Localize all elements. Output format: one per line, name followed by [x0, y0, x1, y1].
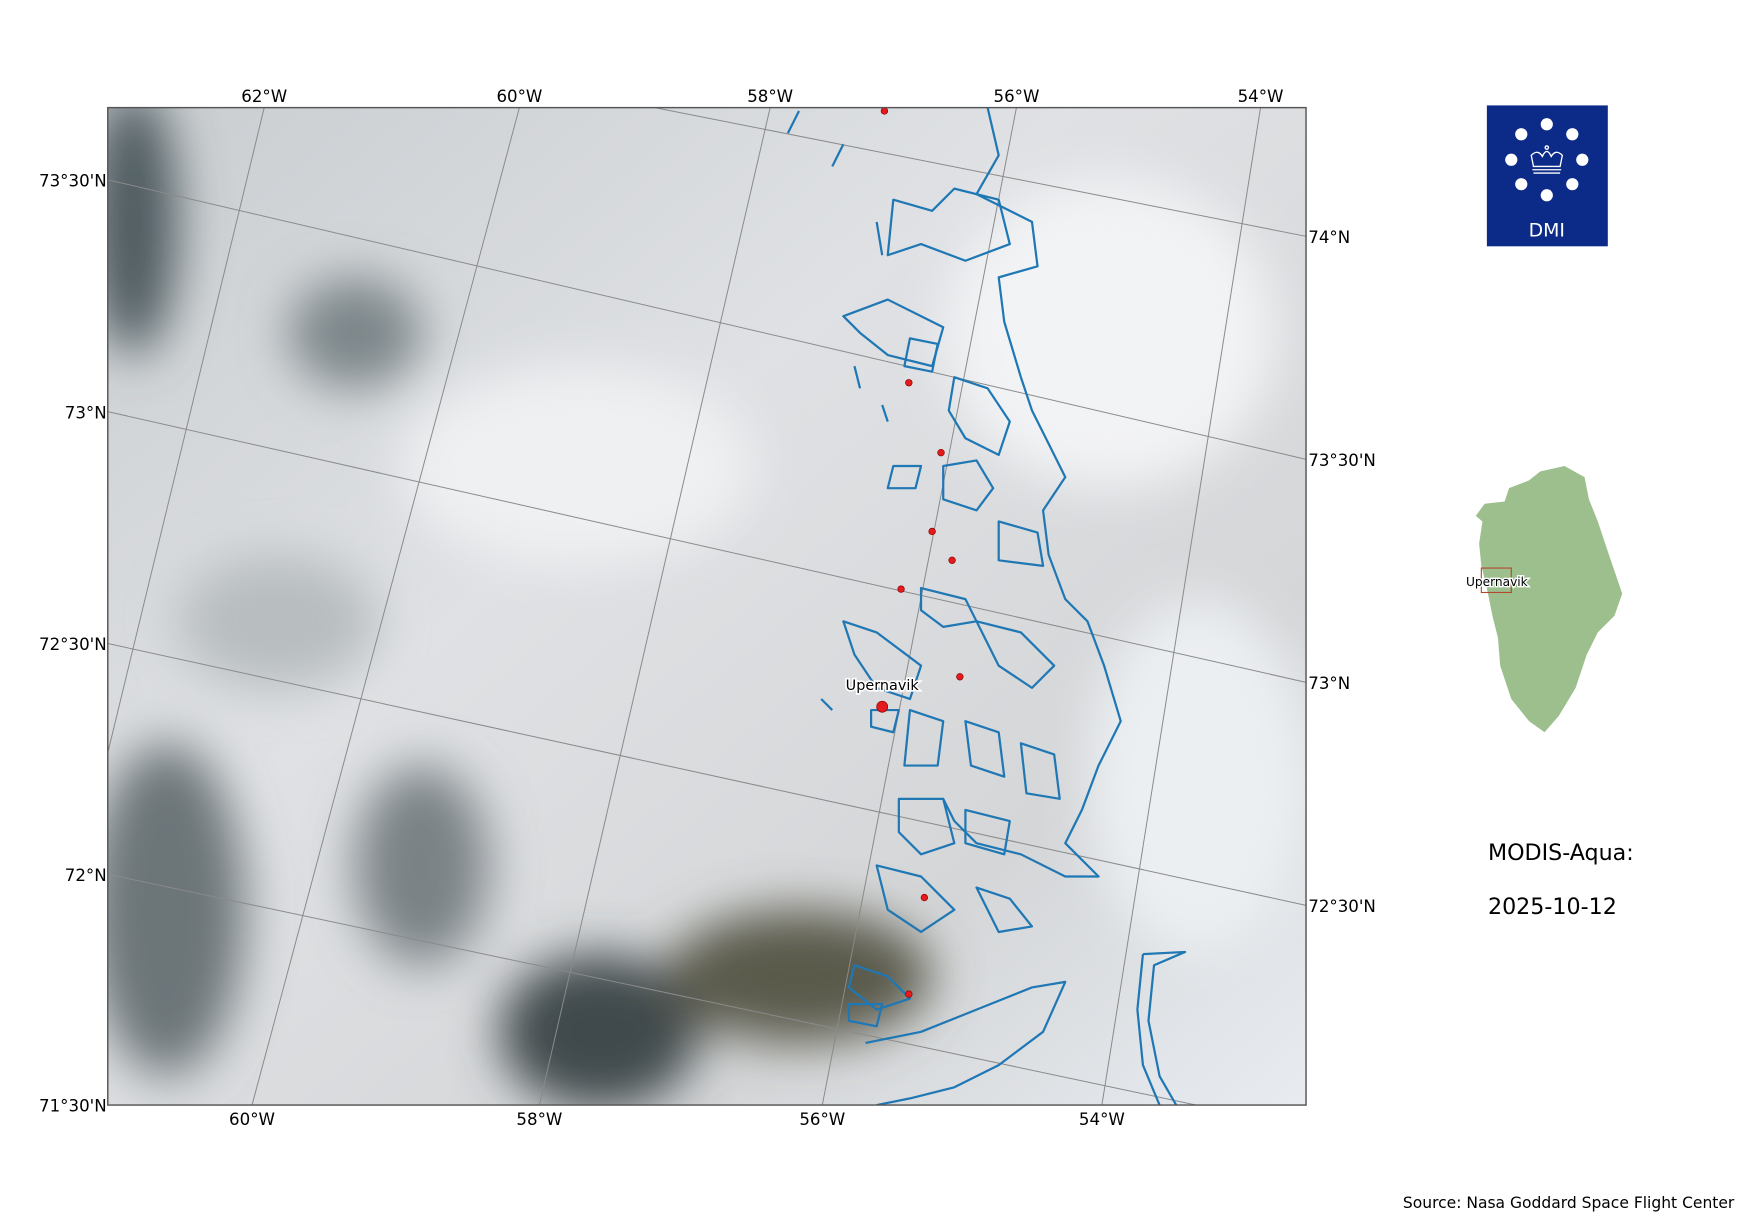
settlement-marker: [928, 527, 936, 536]
settlement-marker: [948, 556, 956, 564]
area-box: [1480, 567, 1512, 594]
lon-label: 56°W: [993, 87, 1039, 106]
dmi-logo: DMI: [1486, 105, 1608, 247]
logo-text: DMI: [1529, 219, 1565, 241]
lat-label: 73°N: [1308, 674, 1350, 693]
lon-label: 54°W: [1079, 1110, 1125, 1129]
settlement-marker: [897, 585, 905, 593]
lon-label: 58°W: [516, 1110, 562, 1129]
lon-label: 62°W: [241, 87, 287, 106]
upernavik-label: Upernavik: [846, 678, 920, 694]
lat-label: 73°30'N: [39, 171, 107, 190]
lat-label: 71°30'N: [39, 1097, 107, 1116]
settlement-marker: [937, 449, 945, 457]
greenland-land: [1475, 465, 1623, 733]
crown-icon: [1530, 145, 1564, 174]
lat-label: 72°N: [65, 866, 107, 885]
coastline: [786, 107, 1187, 1106]
settlement-marker: [905, 990, 913, 998]
lon-label: 60°W: [496, 87, 542, 106]
upernavik-marker: [876, 700, 889, 713]
right-latitude-labels: 74°N 73°30'N 73°N 72°30'N: [1308, 228, 1376, 916]
bottom-longitude-labels: 60°W 58°W 56°W 54°W: [229, 1110, 1125, 1129]
lon-label: 54°W: [1238, 87, 1284, 106]
settlement-marker: [905, 379, 913, 387]
source-credit: Source: Nasa Goddard Space Flight Center: [1403, 1194, 1735, 1212]
image-date: 2025-10-12: [1488, 894, 1617, 920]
map-frame: [107, 106, 1307, 1106]
lat-label: 73°30'N: [1308, 451, 1376, 470]
settlement-marker: [956, 673, 964, 681]
inset-place-label: Upernavik: [1466, 575, 1529, 589]
lat-label: 72°30'N: [39, 635, 107, 654]
left-latitude-labels: 73°30'N 73°N 72°30'N 72°N 71°30'N: [39, 171, 107, 1115]
settlement-marker: [880, 107, 889, 115]
satellite-image: [107, 107, 1307, 1106]
settlement-marker: [920, 893, 929, 902]
lat-label: 72°30'N: [1308, 897, 1376, 916]
top-longitude-labels: 62°W 60°W 58°W 56°W 54°W: [241, 87, 1283, 106]
settlements: Upernavik: [844, 107, 964, 998]
graticule: [107, 107, 1307, 1106]
lat-label: 74°N: [1308, 228, 1350, 247]
lat-label: 73°N: [65, 403, 107, 422]
greenland-inset: Upernavik: [1465, 465, 1623, 733]
lon-label: 58°W: [747, 87, 793, 106]
lon-label: 60°W: [229, 1110, 275, 1129]
sensor-title: MODIS-Aqua:: [1488, 840, 1634, 866]
lon-label: 56°W: [799, 1110, 845, 1129]
